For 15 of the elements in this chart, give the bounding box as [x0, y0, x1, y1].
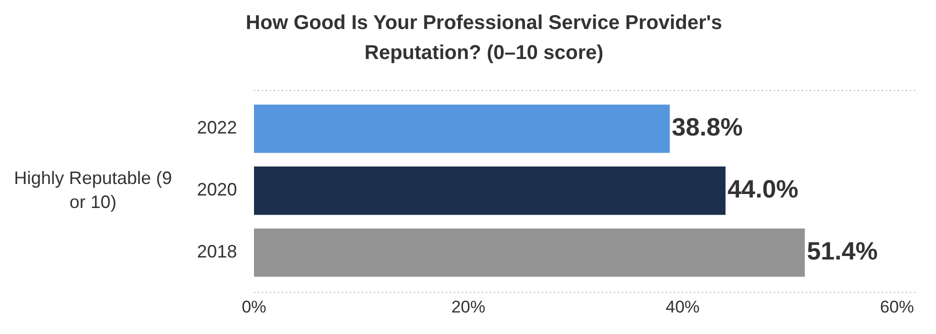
- bar: [254, 104, 670, 153]
- y-tick-label: 2022: [196, 118, 237, 138]
- data-label: 38.8%: [672, 114, 743, 142]
- y-tick-label: 2018: [196, 242, 237, 262]
- bar: [254, 166, 726, 215]
- y-tick-label: 2020: [196, 180, 237, 200]
- chart-title: How Good Is Your Professional Service Provider's Reputation? (0–10 score): [244, 11, 724, 66]
- x-tick-label: 60%: [880, 297, 914, 316]
- y-axis-title: Highly Reputable (9 or 10): [12, 167, 174, 214]
- data-label: 44.0%: [728, 176, 798, 204]
- x-tick-label: 0%: [242, 297, 266, 316]
- x-tick-label: 20%: [451, 297, 486, 316]
- bar: [254, 228, 805, 277]
- data-label: 51.4%: [806, 238, 878, 266]
- x-tick-label: 40%: [666, 297, 700, 316]
